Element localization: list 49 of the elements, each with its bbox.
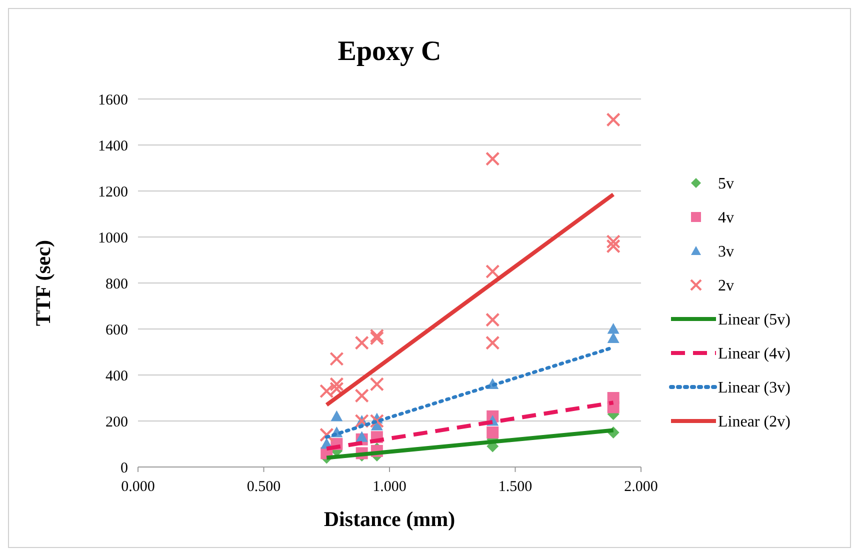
x-tick-label: 1.000 (372, 479, 406, 495)
x-tick-label: 2.000 (624, 479, 658, 495)
y-tick-label: 800 (106, 276, 128, 292)
legend-label: 5v (718, 176, 734, 193)
point (486, 426, 499, 438)
legend-label: 3v (718, 244, 734, 261)
point (370, 377, 384, 392)
y-tick-label: 1400 (98, 138, 128, 154)
legend-label: 2v (718, 278, 734, 295)
point (370, 331, 384, 346)
legend-label: 4v (718, 210, 734, 227)
point (356, 431, 368, 442)
x-tick-label: 0.000 (121, 479, 155, 495)
point (320, 384, 334, 398)
y-axis-title: TTF (sec) (31, 240, 55, 326)
y-tick-label: 200 (106, 414, 128, 430)
x-axis-title: Distance (mm) (324, 507, 456, 531)
point (370, 414, 384, 428)
y-tick-label: 0 (120, 460, 128, 476)
point (486, 336, 500, 350)
point (330, 410, 343, 422)
point (607, 332, 620, 343)
point (354, 336, 369, 350)
legend-label: Linear (4v) (718, 346, 790, 363)
point (354, 388, 369, 403)
point (606, 234, 620, 249)
point (486, 312, 500, 327)
chart-title: Epoxy C (338, 36, 442, 67)
legend-label: Linear (2v) (718, 414, 790, 431)
y-tick-label: 1600 (98, 92, 128, 108)
legend-label: Linear (3v) (718, 380, 790, 397)
point (606, 112, 620, 127)
y-tick-label: 1200 (98, 184, 128, 200)
point (606, 239, 620, 254)
point (370, 328, 384, 343)
point (486, 264, 500, 279)
legend-label: Linear (5v) (718, 312, 790, 329)
y-tick-label: 600 (106, 322, 128, 338)
y-tick-label: 1000 (98, 230, 128, 246)
point (320, 428, 334, 442)
y-tick-label: 400 (106, 368, 128, 384)
x-tick-label: 1.500 (498, 479, 532, 495)
point (607, 323, 620, 334)
point (486, 152, 500, 166)
x-tick-label: 0.500 (246, 479, 281, 495)
point (330, 352, 344, 366)
point (330, 382, 344, 396)
point (330, 377, 344, 392)
point (354, 414, 369, 428)
